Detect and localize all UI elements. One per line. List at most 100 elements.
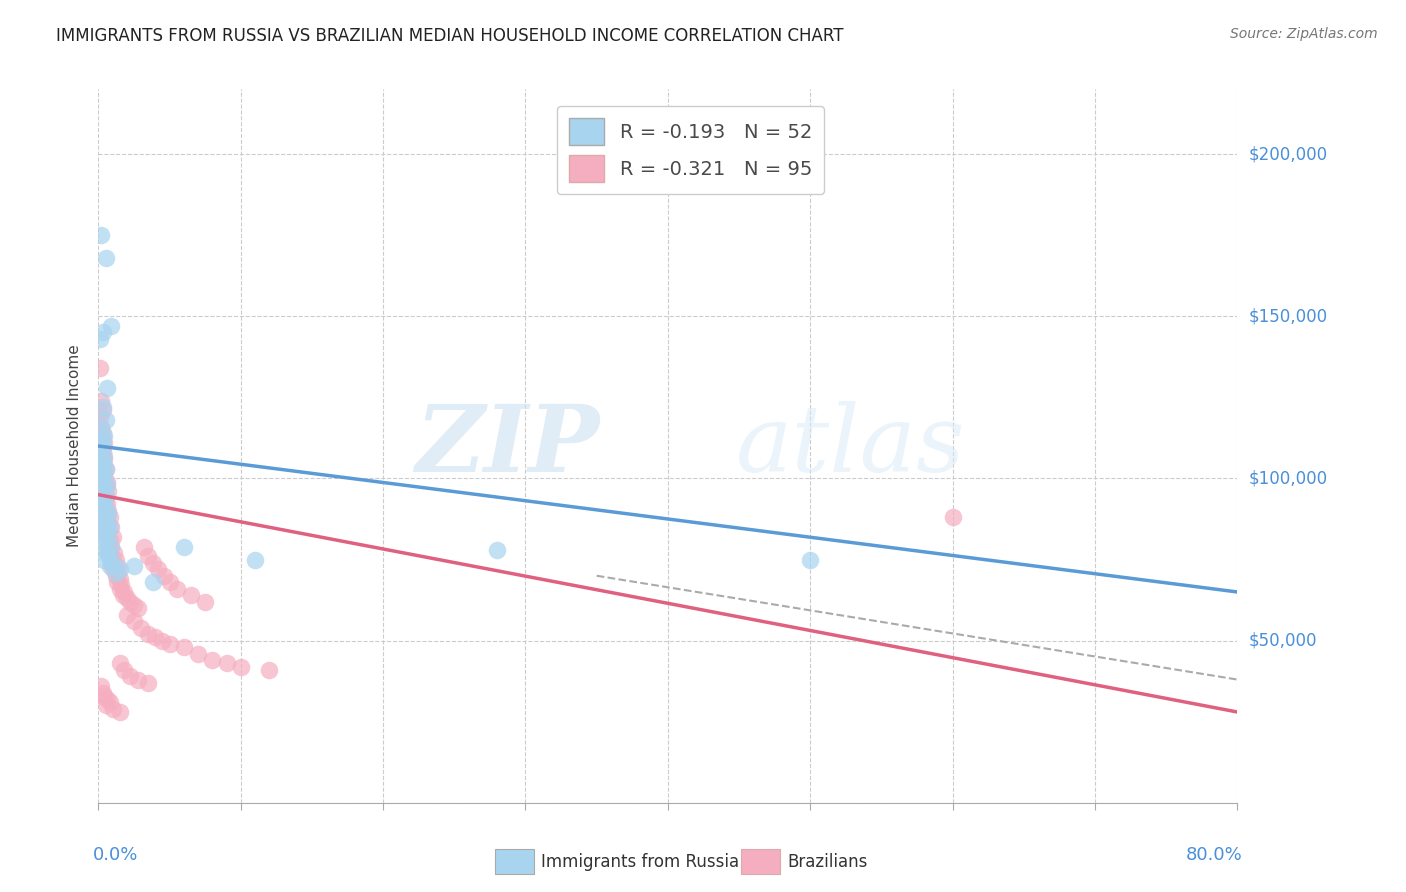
Point bbox=[91, 500, 114, 515]
Point bbox=[115, 591, 138, 606]
Point bbox=[136, 549, 159, 564]
Point bbox=[90, 471, 112, 485]
Point bbox=[148, 562, 170, 576]
Point bbox=[94, 488, 117, 502]
Point bbox=[229, 659, 252, 673]
Point bbox=[108, 572, 131, 586]
Point bbox=[152, 633, 174, 648]
Point bbox=[93, 516, 115, 531]
Point bbox=[97, 530, 120, 544]
Point bbox=[90, 500, 112, 515]
Point bbox=[145, 631, 167, 645]
Point bbox=[96, 514, 118, 528]
Point bbox=[90, 423, 112, 437]
Point bbox=[93, 481, 115, 495]
Text: 80.0%: 80.0% bbox=[1187, 846, 1243, 863]
Point bbox=[122, 559, 145, 574]
Point bbox=[91, 439, 114, 453]
Point bbox=[90, 449, 112, 463]
Point bbox=[94, 698, 117, 713]
Point bbox=[98, 695, 121, 709]
Point bbox=[89, 484, 111, 499]
Point bbox=[96, 536, 118, 550]
Point bbox=[112, 585, 135, 599]
Point bbox=[118, 595, 141, 609]
Legend: R = -0.193   N = 52, R = -0.321   N = 95: R = -0.193 N = 52, R = -0.321 N = 95 bbox=[558, 106, 824, 194]
Point bbox=[101, 562, 124, 576]
Point bbox=[101, 702, 124, 716]
Point bbox=[93, 471, 115, 485]
Point bbox=[104, 552, 127, 566]
Point bbox=[94, 251, 117, 265]
Point bbox=[94, 461, 117, 475]
Point bbox=[201, 653, 224, 667]
Point bbox=[153, 568, 176, 582]
Point bbox=[93, 510, 115, 524]
Point bbox=[94, 413, 117, 427]
Point bbox=[141, 556, 163, 570]
Point bbox=[100, 520, 122, 534]
Text: $50,000: $50,000 bbox=[1249, 632, 1317, 649]
Point bbox=[107, 566, 129, 580]
Point bbox=[101, 556, 124, 570]
Point bbox=[98, 549, 121, 564]
Point bbox=[91, 455, 114, 469]
Point bbox=[100, 318, 122, 333]
Point bbox=[141, 575, 163, 590]
Point bbox=[90, 475, 112, 489]
Point bbox=[132, 540, 155, 554]
Point bbox=[91, 326, 114, 340]
Point bbox=[259, 663, 281, 677]
Point bbox=[97, 524, 120, 538]
Point bbox=[91, 400, 114, 414]
Point bbox=[136, 675, 159, 690]
Point bbox=[942, 510, 965, 524]
Point bbox=[105, 559, 128, 574]
Point bbox=[98, 533, 121, 547]
Point bbox=[93, 494, 115, 508]
Point bbox=[111, 588, 134, 602]
Text: ZIP: ZIP bbox=[415, 401, 599, 491]
Point bbox=[127, 601, 149, 615]
Point bbox=[90, 458, 112, 473]
Point bbox=[93, 552, 115, 566]
Point bbox=[93, 689, 115, 703]
Point bbox=[486, 542, 509, 557]
Point bbox=[93, 526, 115, 541]
Point bbox=[93, 429, 115, 443]
Point bbox=[129, 621, 152, 635]
Point bbox=[97, 542, 120, 557]
Text: Source: ZipAtlas.com: Source: ZipAtlas.com bbox=[1230, 27, 1378, 41]
Point bbox=[89, 361, 111, 376]
Point bbox=[105, 575, 128, 590]
Text: $100,000: $100,000 bbox=[1249, 469, 1327, 487]
Point bbox=[94, 491, 117, 505]
Point bbox=[127, 673, 149, 687]
Point bbox=[93, 494, 115, 508]
Point bbox=[108, 705, 131, 719]
Point bbox=[104, 566, 127, 580]
Point bbox=[180, 588, 202, 602]
Point bbox=[173, 640, 195, 654]
Point bbox=[94, 542, 117, 557]
Text: Immigrants from Russia: Immigrants from Russia bbox=[541, 853, 740, 871]
Point bbox=[91, 455, 114, 469]
Point bbox=[91, 685, 114, 699]
Point bbox=[159, 637, 181, 651]
Point bbox=[98, 510, 121, 524]
Point bbox=[97, 484, 120, 499]
Point bbox=[90, 393, 112, 408]
Point bbox=[91, 465, 114, 479]
Point bbox=[110, 578, 132, 592]
Point bbox=[100, 540, 122, 554]
Point bbox=[799, 552, 821, 566]
Point bbox=[94, 461, 117, 475]
Text: $200,000: $200,000 bbox=[1249, 145, 1327, 163]
Point bbox=[96, 546, 118, 560]
Point bbox=[94, 507, 117, 521]
Point bbox=[98, 520, 121, 534]
Point bbox=[96, 478, 118, 492]
Point bbox=[112, 663, 135, 677]
Point bbox=[91, 488, 114, 502]
Point bbox=[94, 526, 117, 541]
